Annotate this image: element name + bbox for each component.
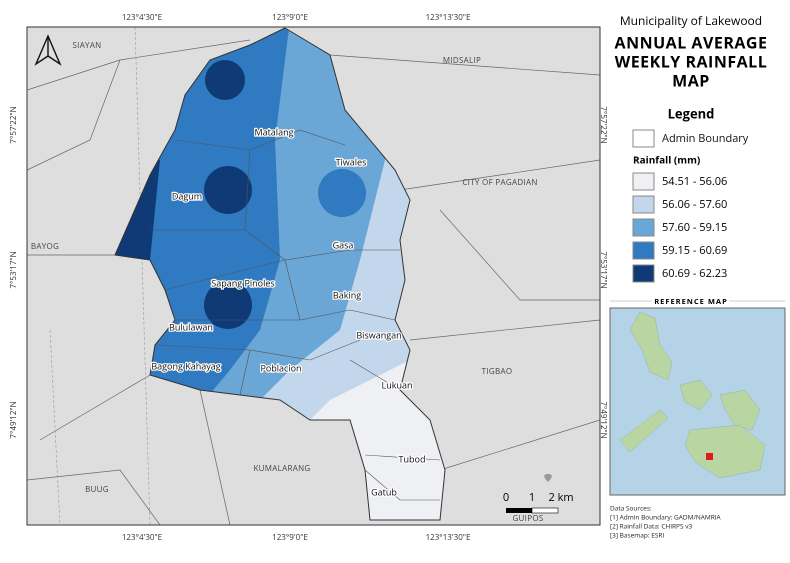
reference-title: REFERENCE MAP [654, 297, 728, 307]
legend-entry: Admin Boundary [662, 131, 749, 146]
lat-label: 7°57'22"N [598, 106, 609, 143]
barangay-label: Bagong Kahayag [151, 359, 220, 372]
data-source: Data Sources: [610, 504, 652, 513]
lon-label: 123°13'30"E [426, 12, 471, 23]
barangay-label: Tiwales [336, 155, 367, 168]
legend-entry: 57.60 - 59.15 [662, 220, 727, 235]
legend-entry: 60.69 - 62.23 [662, 266, 727, 281]
barangay-label: Baking [333, 288, 361, 301]
barangay-label: Poblacion [260, 361, 301, 374]
place-label: CITY OF PAGADIAN [462, 177, 537, 188]
barangay-label: Sapang Pinoles [211, 276, 274, 289]
scale-label: 2 km [548, 490, 573, 505]
place-label: BAYOG [31, 241, 59, 252]
barangay-label: Biswangan [356, 328, 401, 341]
legend-entry: 56.06 - 57.60 [662, 197, 727, 212]
lat-label: 7°57'22"N [8, 106, 19, 143]
legend-subtitle: Rainfall (mm) [633, 153, 700, 167]
place-label: KUMALARANG [253, 463, 310, 474]
reference-map [609, 307, 786, 496]
barangay-label: Tubod [399, 452, 426, 465]
scale-label: 1 [529, 490, 535, 505]
lon-label: 123°13'30"E [426, 532, 471, 543]
data-source: [3] Basemap: ESRI [610, 531, 664, 540]
lat-label: 7°53'17"N [598, 251, 609, 288]
scale-bar [506, 507, 559, 514]
barangay-label: Gatub [371, 485, 397, 498]
barangay-label: Lukuan [382, 378, 413, 391]
scale-label: 0 [503, 490, 509, 505]
lat-label: 7°53'17"N [8, 251, 19, 288]
map-title: MAP [672, 69, 710, 91]
barangay-label: Dagum [172, 189, 202, 202]
lon-label: 123°4'30"E [122, 532, 162, 543]
legend-panel [610, 129, 785, 302]
municipality: Municipality of Lakewood [620, 12, 762, 29]
map-title: WEEKLY RAINFALL [615, 50, 768, 72]
legend-entry: 54.51 - 56.06 [662, 174, 727, 189]
barangay-label: Bululawan [169, 320, 213, 333]
map-title: ANNUAL AVERAGE [615, 31, 768, 53]
legend-entry: 59.15 - 60.69 [662, 243, 727, 258]
lon-label: 123°9'0"E [272, 12, 308, 23]
lon-label: 123°4'30"E [122, 12, 162, 23]
place-label: MIDSALIP [443, 55, 481, 66]
lat-label: 7°49'12"N [598, 401, 609, 438]
barangay-label: Gasa [333, 238, 354, 251]
lon-label: 123°9'0"E [272, 532, 308, 543]
place-label: GUIPOS [512, 513, 543, 524]
place-label: BUUG [85, 484, 109, 495]
north-arrow [34, 34, 62, 66]
map-body [27, 27, 600, 525]
data-source: [2] Rainfall Data: CHIRPS v3 [610, 522, 692, 531]
lat-label: 7°49'12"N [8, 401, 19, 438]
data-source: [1] Admin Boundary: GADM/NAMRIA [610, 513, 722, 522]
barangay-label: Matalang [255, 125, 294, 138]
place-label: SIAYAN [72, 40, 101, 51]
legend-title: Legend [668, 104, 715, 122]
place-label: TIGBAO [482, 366, 513, 377]
